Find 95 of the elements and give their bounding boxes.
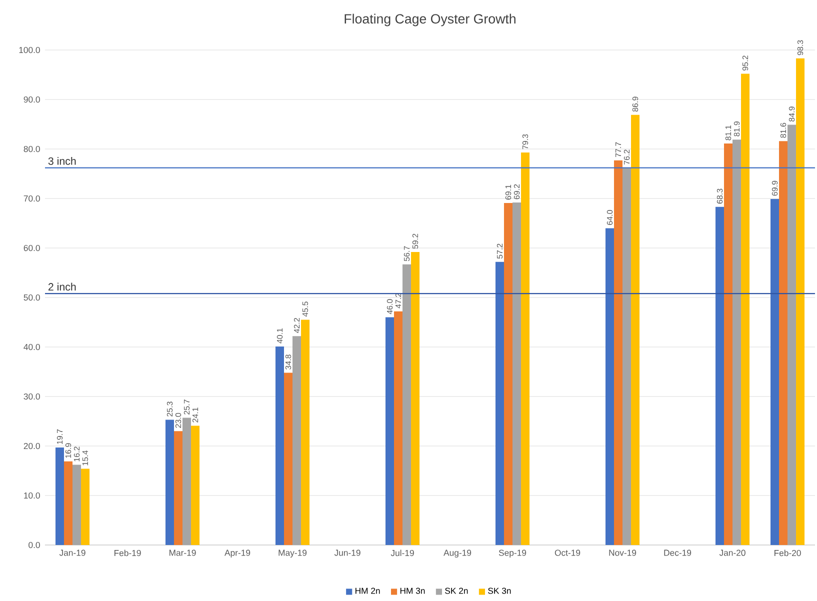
x-tick-label: Feb-19: [114, 550, 141, 556]
y-tick-label: 80.0: [24, 146, 40, 152]
data-label: 23.0: [175, 412, 182, 428]
data-label: 69.1: [505, 184, 512, 200]
bar: [81, 468, 90, 545]
bar: [411, 252, 420, 545]
bar: [605, 228, 614, 545]
bar: [631, 114, 640, 545]
bar: [182, 418, 192, 545]
x-tick-label: May-19: [278, 550, 307, 558]
y-tick-label: 70.0: [24, 195, 40, 202]
data-label: 69.2: [514, 184, 520, 200]
ref-line-label: 2 inch: [48, 282, 76, 291]
x-tick-label: Sep-19: [498, 550, 526, 558]
y-tick-label: 60.0: [24, 244, 40, 252]
x-tick-label: Jan-20: [719, 550, 746, 556]
bar: [770, 198, 780, 545]
bar: [191, 426, 200, 545]
y-tick-label: 20.0: [24, 442, 40, 450]
chart-title: Floating Cage Oyster Growth: [344, 14, 516, 26]
data-label: 56.7: [404, 246, 410, 262]
data-label: 24.1: [192, 408, 198, 422]
data-label: 57.2: [496, 244, 503, 259]
bar: [301, 320, 310, 545]
bar: [796, 58, 805, 545]
y-tick-label: 30.0: [24, 393, 40, 400]
bar: [402, 264, 412, 545]
x-tick-label: Nov-19: [609, 550, 636, 556]
bar: [165, 420, 174, 545]
data-label: 69.9: [772, 180, 778, 196]
data-label: 15.4: [82, 450, 88, 466]
data-label: 68.3: [716, 188, 723, 204]
bar: [732, 140, 742, 545]
bar: [275, 346, 284, 545]
data-label: 76.2: [624, 150, 630, 164]
data-label: 59.2: [412, 234, 418, 249]
bar: [715, 206, 724, 545]
bar: [385, 317, 394, 545]
bar: [72, 464, 82, 545]
data-label: 16.2: [74, 446, 80, 462]
bar: [741, 74, 750, 545]
data-label: 25.7: [184, 400, 190, 414]
data-label: 45.5: [302, 302, 308, 317]
data-label: 81.9: [734, 121, 740, 136]
bar: [614, 160, 623, 545]
data-label: 16.9: [65, 443, 72, 458]
y-tick-label: 90.0: [24, 96, 40, 103]
bar: [292, 336, 302, 545]
bar: [394, 311, 403, 545]
y-tick-label: 40.0: [24, 344, 40, 350]
data-label: 64.0: [606, 210, 613, 225]
x-tick-label: Jan-19: [59, 550, 86, 556]
data-label: 95.2: [742, 56, 748, 70]
x-tick-label: Feb-20: [774, 550, 801, 556]
data-label: 34.8: [285, 354, 292, 370]
legend-label: HM 3n: [400, 588, 425, 594]
y-tick-label: 100.0: [19, 46, 40, 54]
x-tick-label: Dec-19: [664, 550, 692, 556]
y-tick-label: 0.0: [28, 542, 40, 548]
legend-label: SK 3n: [488, 588, 511, 594]
bar: [495, 262, 504, 545]
data-label: 81.1: [725, 125, 732, 140]
data-label: 42.2: [294, 318, 300, 333]
y-tick-label: 10.0: [24, 492, 40, 499]
data-label: 98.3: [797, 40, 804, 56]
x-tick-label: Apr-19: [224, 550, 250, 558]
bar: [174, 431, 182, 545]
bar: [284, 372, 293, 545]
data-label: 86.9: [632, 96, 638, 112]
bar: [724, 144, 733, 545]
bar: [64, 461, 72, 545]
bar: [55, 447, 64, 545]
x-tick-label: Jun-19: [334, 550, 360, 556]
bar: [512, 202, 522, 545]
legend-label: HM 2n: [356, 588, 380, 594]
data-label: 40.1: [276, 328, 283, 344]
bar: [504, 202, 513, 545]
y-tick-label: 50.0: [24, 294, 40, 301]
ref-line-label: 3 inch: [48, 156, 76, 165]
x-tick-label: Mar-19: [169, 550, 196, 556]
bar: [788, 124, 796, 545]
data-label: 25.3: [166, 402, 173, 416]
bar: [779, 141, 788, 545]
data-label: 19.7: [56, 429, 63, 444]
bar: [521, 152, 530, 545]
x-tick-label: Jul-19: [390, 550, 414, 556]
bar: [622, 168, 632, 545]
x-tick-label: Aug-19: [444, 550, 472, 558]
legend-label: SK 2n: [445, 588, 468, 594]
data-label: 46.0: [386, 299, 393, 314]
data-label: 77.7: [616, 142, 622, 157]
data-label: 79.3: [522, 134, 528, 150]
x-tick-label: Oct-19: [554, 550, 580, 556]
data-label: 81.6: [780, 122, 786, 138]
data-label: 84.9: [788, 106, 795, 122]
